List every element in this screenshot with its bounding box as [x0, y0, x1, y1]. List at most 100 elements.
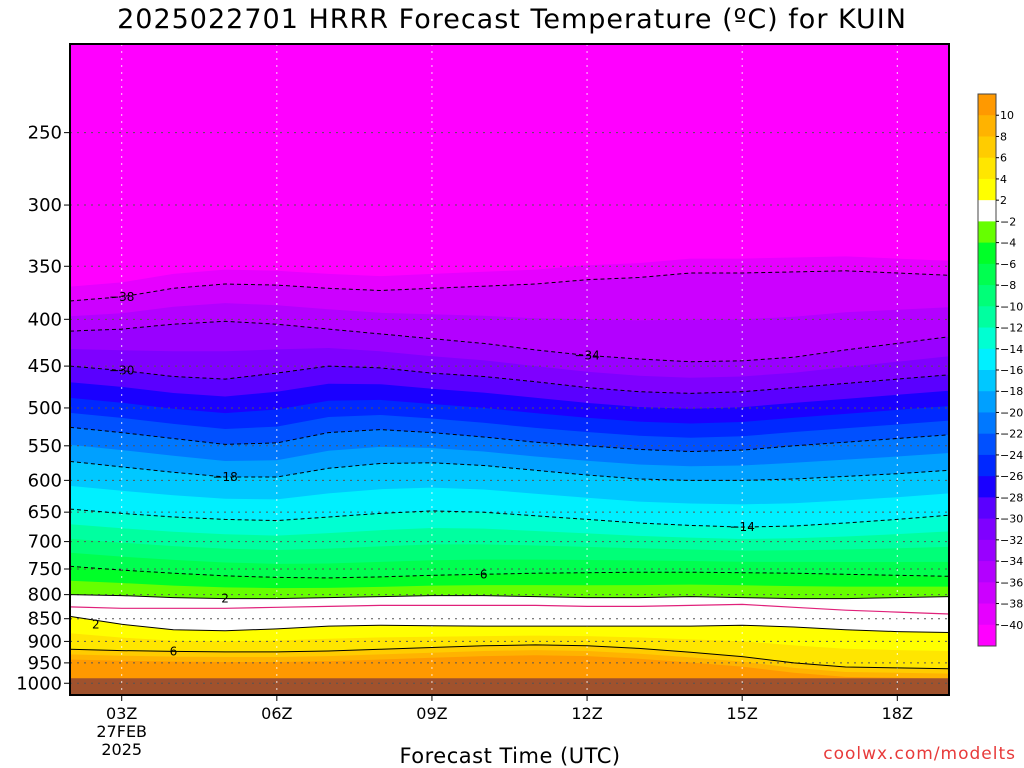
- y-tick-label-250: 250: [28, 123, 62, 144]
- contour-line--30: [70, 365, 949, 394]
- colorbar-swatch-19: [978, 497, 996, 520]
- colorbar-label--18: −18: [1000, 385, 1023, 398]
- y-tick-label-1000: 1000: [16, 673, 62, 694]
- contour-label-6: 6: [170, 644, 178, 658]
- y-tick-label-650: 650: [28, 502, 62, 523]
- x-axis-label: Forecast Time (UTC): [399, 744, 621, 768]
- y-tick-label-700: 700: [28, 532, 62, 553]
- colorbar-swatch-12: [978, 348, 996, 371]
- credit-link[interactable]: coolwx.com/modelts: [823, 744, 1016, 764]
- colorbar-label-6: 6: [1000, 152, 1007, 165]
- y-tick-label-350: 350: [28, 256, 62, 277]
- colorbar-label-4: 4: [1000, 173, 1007, 186]
- colorbar-swatch-4: [978, 178, 996, 201]
- temperature-fill-layer: [70, 44, 949, 695]
- x-tick-label-09Z: 09Z: [416, 704, 447, 723]
- colorbar-label--12: −12: [1000, 322, 1023, 335]
- y-tick-label-550: 550: [28, 436, 62, 457]
- colorbar-swatch-3: [978, 157, 996, 180]
- plot-frame: [69, 43, 950, 696]
- x-date-sublabel-0: 27FEB: [96, 722, 147, 741]
- contour-label--14: −14: [730, 520, 755, 534]
- colorbar-label--28: −28: [1000, 491, 1023, 504]
- colorbar-swatch-23: [978, 582, 996, 605]
- colorbar-swatch-2: [978, 136, 996, 159]
- contour-line-2: [70, 615, 949, 633]
- contour-label-layer: −38 −34 −30 −18 −14 6 2 2 6: [92, 290, 755, 659]
- colorbar-label--32: −32: [1000, 534, 1023, 547]
- contour-line--34: [70, 320, 949, 363]
- freezing-line: [70, 603, 949, 615]
- colorbar-swatch-13: [978, 370, 996, 392]
- contour-label--30: −30: [109, 363, 134, 377]
- colorbar-swatch-25: [978, 624, 996, 647]
- contour-line--18: [70, 460, 949, 481]
- colorbar-label-2: 2: [1000, 194, 1007, 207]
- colorbar-swatch-11: [978, 327, 996, 350]
- contour-label--2: 2: [221, 592, 229, 606]
- colorbar-label--16: −16: [1000, 364, 1023, 377]
- colorbar-swatch-0: [978, 94, 996, 116]
- colorbar-swatch-5: [978, 200, 996, 222]
- x-tick-label-12Z: 12Z: [571, 704, 602, 723]
- colorbar-label--30: −30: [1000, 513, 1023, 526]
- x-tick-label-15Z: 15Z: [727, 704, 758, 723]
- colorbar-label--2: −2: [1000, 215, 1016, 228]
- chart-title: 2025022701 HRRR Forecast Temperature (ºC…: [117, 4, 907, 35]
- colorbar-swatch-20: [978, 518, 996, 541]
- colorbar-label--8: −8: [1000, 279, 1016, 292]
- colorbar-label--4: −4: [1000, 237, 1016, 250]
- colorbar-swatch-24: [978, 603, 996, 626]
- x-tick-label-06Z: 06Z: [261, 704, 292, 723]
- y-tick-label-750: 750: [28, 559, 62, 580]
- colorbar-swatch-8: [978, 263, 996, 286]
- x-tick-label-03Z: 03Z: [106, 704, 137, 723]
- y-tick-label-500: 500: [28, 398, 62, 419]
- y-tick-label-900: 900: [28, 631, 62, 652]
- y-tick-label-950: 950: [28, 653, 62, 674]
- colorbar-label--26: −26: [1000, 470, 1023, 483]
- colorbar-swatch-21: [978, 539, 996, 562]
- colorbar-label--24: −24: [1000, 449, 1023, 462]
- colorbar-swatch-17: [978, 454, 996, 477]
- contour-line--22: [70, 426, 949, 453]
- colorbar-swatch-22: [978, 561, 996, 583]
- y-tick-label-800: 800: [28, 585, 62, 606]
- colorbar-swatch-1: [978, 115, 996, 137]
- colorbar-swatch-7: [978, 242, 996, 265]
- colorbar-legend: 10 8 6 4 2 −2 −4 −6 −8 −10 −12 −14 −16 −18 −20 −22 −24 −2…: [977, 93, 1023, 647]
- contour-line--38: [70, 270, 949, 302]
- contour-label--18: −18: [212, 470, 237, 484]
- y-axis: 2503003504004505005506006507007508008509…: [16, 123, 70, 694]
- colorbar-label--6: −6: [1000, 258, 1016, 271]
- colorbar-label--14: −14: [1000, 343, 1023, 356]
- contour-label-2: 2: [92, 617, 100, 631]
- y-tick-label-600: 600: [28, 470, 62, 491]
- contour-label--6: 6: [480, 567, 488, 581]
- y-tick-label-450: 450: [28, 356, 62, 377]
- contour-label--34: −34: [574, 348, 599, 362]
- colorbar-label--34: −34: [1000, 555, 1023, 568]
- x-date-sublabel-1: 2025: [101, 740, 142, 759]
- colorbar-swatch-10: [978, 306, 996, 329]
- colorbar-label-10: 10: [1000, 109, 1014, 122]
- colorbar-swatch-14: [978, 391, 996, 413]
- y-tick-label-300: 300: [28, 195, 62, 216]
- colorbar-swatch-18: [978, 476, 996, 498]
- contour-line-6: [70, 644, 949, 670]
- colorbar-label--10: −10: [1000, 300, 1023, 313]
- colorbar-label--36: −36: [1000, 576, 1023, 589]
- colorbar-label-8: 8: [1000, 130, 1007, 143]
- colorbar-label--40: −40: [1000, 619, 1023, 632]
- colorbar-swatch-16: [978, 433, 996, 456]
- colorbar-label--20: −20: [1000, 406, 1023, 419]
- y-tick-label-400: 400: [28, 309, 62, 330]
- colorbar-swatch-15: [978, 412, 996, 435]
- contour-layer: [70, 270, 949, 670]
- ground-surface: [71, 678, 948, 694]
- contour-line--2: [70, 594, 949, 600]
- x-tick-label-18Z: 18Z: [882, 704, 913, 723]
- y-tick-label-850: 850: [28, 609, 62, 630]
